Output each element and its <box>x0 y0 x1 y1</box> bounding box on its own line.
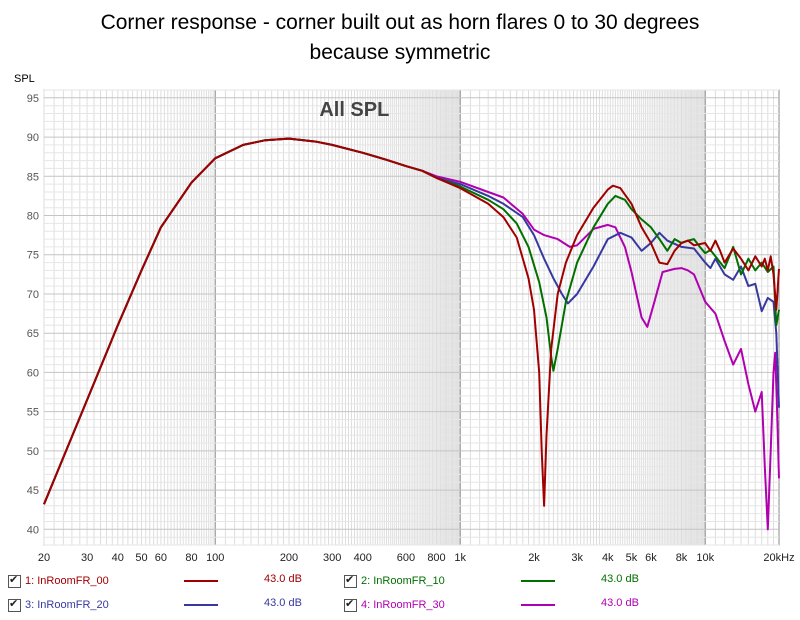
x-tick-label: 600 <box>397 552 415 564</box>
y-tick-label: 40 <box>27 524 39 536</box>
legend-item-2[interactable]: 2: InRoomFR_10 <box>344 571 445 591</box>
legend-item-3[interactable]: 3: InRoomFR_20 <box>8 595 109 615</box>
spl-chart: 40 45 50 55 60 65 70 75 80 85 90 95 20 30 40 50 60 80 100 2… <box>27 89 795 564</box>
x-tick-label: 8k <box>676 552 688 564</box>
y-axis-label: SPL <box>14 73 35 85</box>
title-line-2: because symmetric <box>309 41 491 64</box>
legend-db-3: 43.0 dB <box>264 597 302 609</box>
x-tick-label: 4k <box>602 552 614 564</box>
x-tick-label: 5k <box>626 552 638 564</box>
legend-label-4: 4: InRoomFR_30 <box>361 599 445 611</box>
legend-item-4[interactable]: 4: InRoomFR_30 <box>344 595 445 615</box>
x-tick-label: 1k <box>454 552 466 564</box>
x-tick-label: 20 <box>38 552 50 564</box>
x-tick-label: 10k <box>696 552 714 564</box>
x-tick-label: 80 <box>185 552 197 564</box>
x-tick-label: 30 <box>81 552 93 564</box>
legend-label-2: 2: InRoomFR_10 <box>361 575 445 587</box>
y-tick-label: 95 <box>27 93 39 105</box>
x-tick-label: 2k <box>528 552 540 564</box>
legend-db-2: 43.0 dB <box>601 573 639 585</box>
legend-row-2: 3: InRoomFR_20 43.0 dB 4: InRoomFR_30 43… <box>0 595 800 615</box>
legend-row-1: 1: InRoomFR_00 43.0 dB 2: InRoomFR_10 43… <box>0 571 800 591</box>
x-tick-label: 200 <box>280 552 298 564</box>
legend-db-1: 43.0 dB <box>264 573 302 585</box>
x-tick-label: 400 <box>354 552 372 564</box>
x-tick-label: 60 <box>155 552 167 564</box>
legend-db-4: 43.0 dB <box>601 597 639 609</box>
legend-swatch-3 <box>184 604 218 606</box>
legend-swatch-2 <box>521 580 555 582</box>
y-tick-label: 50 <box>27 446 39 458</box>
legend-checkbox-2[interactable] <box>344 573 357 588</box>
plot-area: 40 45 50 55 60 65 70 75 80 85 90 95 20 30 40 50 60 80 100 2… <box>27 89 795 564</box>
legend-item-1[interactable]: 1: InRoomFR_00 <box>8 571 109 591</box>
series-line-1 <box>43 137 780 507</box>
y-tick-label: 65 <box>27 328 39 340</box>
legend-swatch-1 <box>184 580 218 582</box>
y-tick-label: 90 <box>27 132 39 144</box>
y-tick-label: 45 <box>27 485 39 497</box>
x-tick-label: 300 <box>323 552 341 564</box>
y-tick-label: 80 <box>27 211 39 223</box>
y-tick-label: 75 <box>27 250 39 262</box>
y-tick-label: 55 <box>27 407 39 419</box>
legend-checkbox-1[interactable] <box>8 573 21 588</box>
x-tick-label: 40 <box>112 552 124 564</box>
x-tick-label: 50 <box>135 552 147 564</box>
x-tick-label: 100 <box>206 552 224 564</box>
x-tick-label: 3k <box>571 552 583 564</box>
x-tick-label: 6k <box>645 552 657 564</box>
plot-title: All SPL <box>319 99 389 121</box>
y-tick-label: 60 <box>27 367 39 379</box>
legend-swatch-4 <box>521 604 555 606</box>
legend-checkbox-3[interactable] <box>8 597 21 612</box>
y-tick-label: 70 <box>27 289 39 301</box>
x-tick-label: 800 <box>427 552 445 564</box>
y-tick-label: 85 <box>27 171 39 183</box>
chart-title: Corner response - corner built out as ho… <box>0 8 800 68</box>
legend-label-1: 1: InRoomFR_00 <box>25 575 109 587</box>
legend-checkbox-4[interactable] <box>344 597 357 612</box>
title-line-1: Corner response - corner built out as ho… <box>100 11 700 34</box>
legend-label-3: 3: InRoomFR_20 <box>25 599 109 611</box>
x-tick-label: 20kHz <box>763 552 794 564</box>
